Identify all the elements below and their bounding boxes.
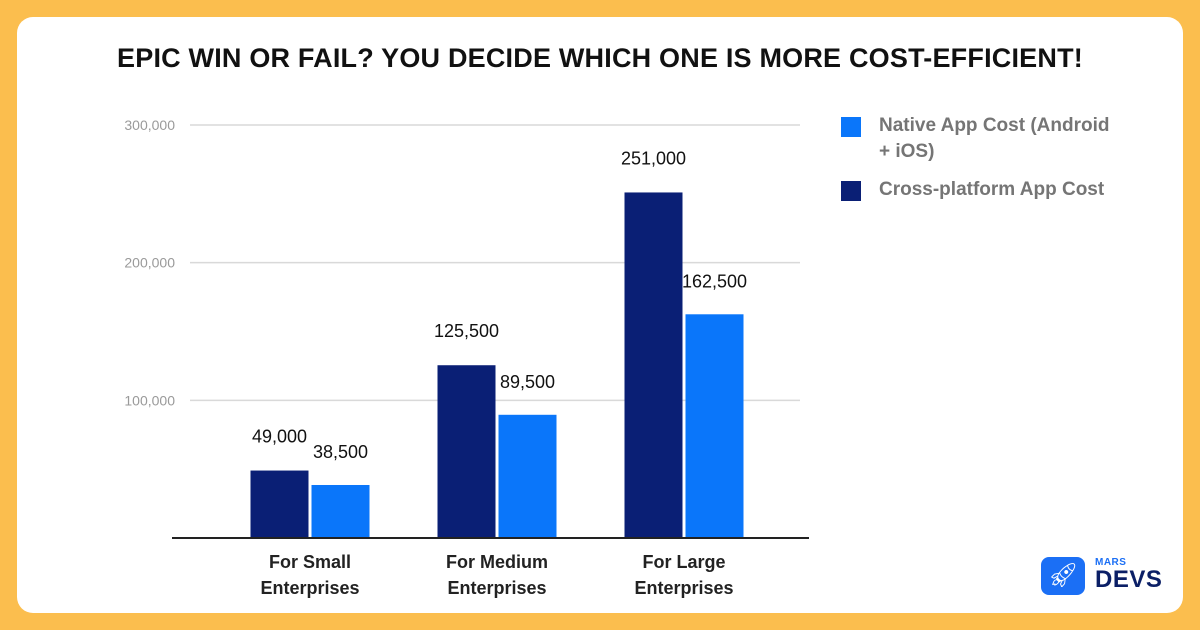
bar-cross-platform-1: [437, 365, 496, 538]
value-label: 89,500: [500, 372, 555, 392]
y-tick-labels: 100,000 200,000 300,000: [124, 117, 175, 408]
value-label: 125,500: [434, 321, 499, 341]
bar-native-2: [685, 314, 744, 538]
bar-cross-platform-0: [250, 470, 309, 538]
bar-native-1: [498, 414, 557, 538]
bar-chart: 100,000 200,000 300,000 49,000 38,500 125,50…: [124, 117, 809, 598]
value-label: 162,500: [682, 271, 747, 291]
chart-card: EPIC WIN OR FAIL? YOU DECIDE WHICH ONE I…: [17, 17, 1183, 613]
logo-main-text: DEVS: [1095, 566, 1163, 593]
legend: Native App Cost (Android + iOS) Cross-plat…: [841, 113, 1141, 215]
x-tick-label: Enterprises: [634, 578, 733, 598]
value-label: 38,500: [313, 442, 368, 462]
legend-item: Native App Cost (Android + iOS): [841, 113, 1141, 165]
chart-title: EPIC WIN OR FAIL? YOU DECIDE WHICH ONE I…: [117, 43, 1083, 73]
y-tick-label: 200,000: [124, 255, 175, 271]
y-tick-label: 100,000: [124, 392, 175, 408]
x-tick-label: Enterprises: [447, 578, 546, 598]
logo-small-text: MARS: [1095, 557, 1127, 568]
x-tick-label: For Medium: [446, 552, 548, 572]
legend-item: Cross-platform App Cost: [841, 177, 1141, 203]
x-tick-labels: For Small Enterprises For Medium Enterprise…: [260, 552, 733, 598]
value-label: 49,000: [252, 427, 307, 447]
legend-swatch: [841, 117, 861, 137]
rocket-icon: 🚀︎: [1041, 557, 1085, 595]
legend-label: Cross-platform App Cost: [879, 179, 1105, 200]
value-labels: 49,000 38,500 125,500 89,500 251,000 162,500: [252, 148, 747, 462]
brand-logo: 🚀︎ MARS DEVS: [1041, 553, 1171, 599]
bar-native-0: [311, 484, 370, 538]
value-label: 251,000: [621, 148, 686, 168]
x-tick-label: For Large: [642, 552, 725, 572]
legend-label: Native App Cost (Android + iOS): [879, 115, 1110, 162]
x-tick-label: Enterprises: [260, 578, 359, 598]
bar-cross-platform-2: [624, 192, 683, 538]
y-tick-label: 300,000: [124, 117, 175, 133]
legend-swatch: [841, 181, 861, 201]
x-tick-label: For Small: [269, 552, 351, 572]
bars: [250, 192, 744, 538]
